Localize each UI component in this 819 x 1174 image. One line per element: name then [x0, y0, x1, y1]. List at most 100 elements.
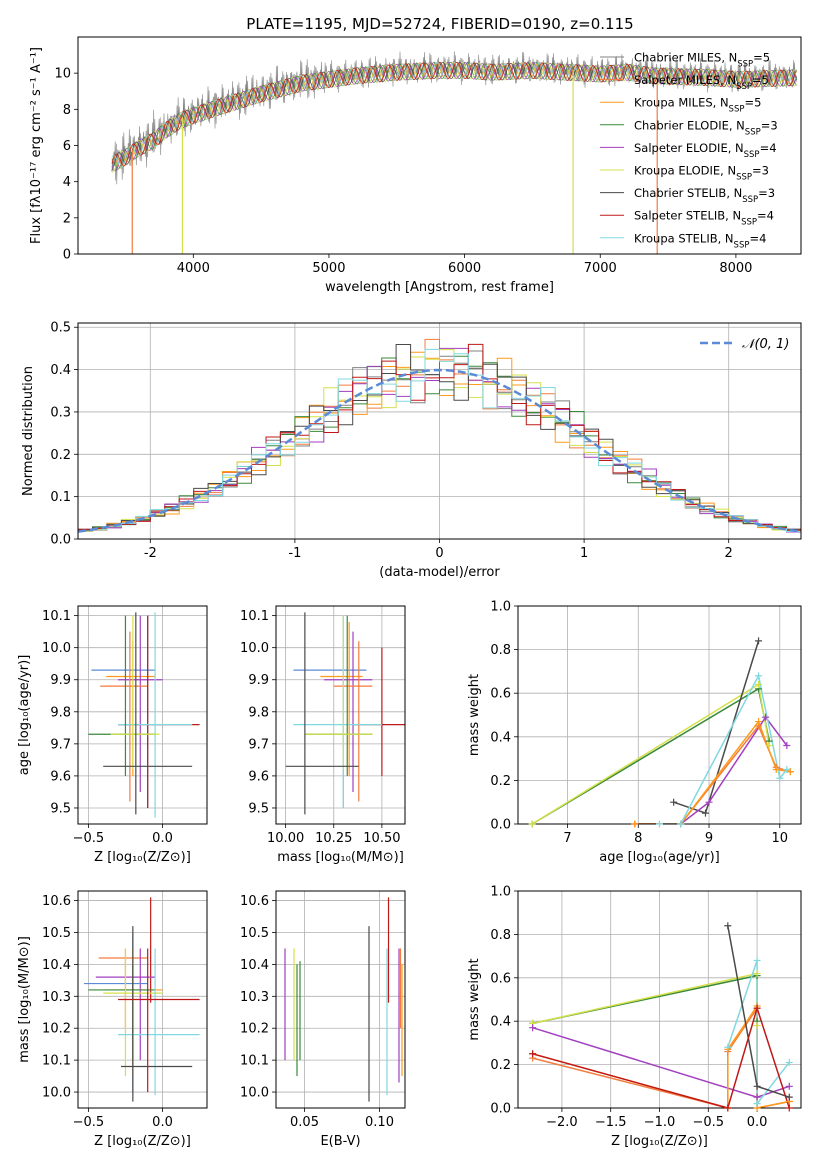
- mass_vs_ebv-axes: 0.05 0.10 10.0 10.1 10.2 10.3 10.4 10.5 10.6 E(B-…: [240, 890, 406, 1149]
- x-tick-label: 10.50: [363, 831, 400, 846]
- spectrum-axes: 4000 5000 6000 7000 8000 0 2 4 6 8 10 wavelength [A…: [29, 36, 802, 295]
- x-tick-label: 0.0: [152, 831, 173, 846]
- x-tick-label: 0.0: [152, 1115, 173, 1130]
- legend-subscript: SSP: [744, 150, 760, 160]
- spectrum-ylabel: Flux [fλ10⁻¹⁷ erg cm⁻² s⁻¹ A⁻¹]: [29, 47, 44, 244]
- x-tick-label: 0.10: [365, 1115, 394, 1130]
- y-tick-label: 0.6: [490, 971, 511, 986]
- y-tick-label: 9.5: [248, 801, 269, 816]
- weight-marker: [785, 1082, 793, 1090]
- x-tick-label: 0: [435, 546, 443, 561]
- weight-marker: [724, 922, 732, 930]
- residuals-plot-area: [78, 323, 801, 539]
- y-tick-label: 10.0: [240, 641, 269, 656]
- x-tick-label: 9: [705, 831, 713, 846]
- weight-marker: [785, 1104, 793, 1112]
- weight-marker: [701, 809, 709, 817]
- weight-series-line: [532, 1005, 791, 1108]
- y-tick-label: 9.8: [50, 705, 71, 720]
- weight-marker: [656, 820, 663, 828]
- y-tick-label: 2: [63, 211, 71, 226]
- x-tick-label: 6000: [448, 261, 481, 276]
- x-tick-label: -2: [144, 546, 157, 561]
- x-tick-label: −0.5: [73, 1115, 105, 1130]
- weight-marker: [786, 768, 794, 776]
- gaussian-reference-curve: [78, 368, 801, 533]
- residuals-ylabel: Normed distribution: [21, 366, 36, 496]
- spectrum-title: PLATE=1195, MJD=52724, FIBERID=0190, z=0…: [246, 15, 633, 33]
- y-tick-label: 0.4: [490, 1015, 511, 1030]
- weight-marker: [670, 798, 678, 806]
- weight_vs_age-axes: 7 8 9 10 0.0 0.2 0.4 0.6 0.8 1.0 age [log₁₀(age/yr…: [467, 600, 802, 865]
- spectrum-model-salpeter_stelib: [111, 61, 798, 167]
- y-tick-label: 10.6: [42, 894, 71, 909]
- weight-marker: [529, 1050, 537, 1058]
- age_vs_mass-xlabel: mass [log₁₀(M/M⊙)]: [277, 850, 404, 865]
- x-tick-label: −0.5: [73, 831, 105, 846]
- weight-marker: [705, 798, 713, 806]
- y-tick-label: 0.2: [490, 1058, 511, 1073]
- mass_vs_Z-plot-area: [78, 891, 207, 1108]
- legend-entry-label: Kroupa MILES, NSSP=5: [634, 96, 761, 115]
- legend-tail: =4: [760, 141, 777, 155]
- y-tick-label: 0.0: [50, 533, 71, 548]
- x-tick-label: 0.05: [290, 1115, 319, 1130]
- legend-tail: =4: [757, 209, 774, 223]
- legend-entry-label: Kroupa STELIB, NSSP=4: [634, 231, 766, 250]
- weight-marker: [631, 820, 639, 828]
- y-tick-label: 9.9: [248, 673, 269, 688]
- weight_vs_Z-axes: −2.0 −1.5 −1.0 −0.5 0.0 0.0 0.2 0.4 0.6 0.8 1.0 Z […: [467, 885, 802, 1149]
- y-tick-label: 10.1: [240, 609, 269, 624]
- y-tick-label: 0.4: [50, 363, 71, 378]
- y-tick-label: 0.2: [490, 774, 511, 789]
- spectrum-plot-area: [111, 51, 798, 254]
- legend-entry-label: Salpeter ELODIE, NSSP=4: [634, 141, 777, 160]
- weight-marker: [529, 1024, 537, 1032]
- residuals-xlabel: (data-model)/error: [379, 565, 500, 580]
- legend-tail: =5: [752, 73, 769, 87]
- mass_vs_Z-frame: [77, 890, 208, 1109]
- y-tick-label: 9.5: [50, 801, 71, 816]
- y-tick-label: 1.0: [490, 885, 511, 900]
- legend-subscript: SSP: [745, 127, 761, 137]
- age_vs_Z-frame: [77, 605, 208, 825]
- y-tick-label: 10.1: [240, 1054, 269, 1069]
- x-tick-label: 5000: [312, 261, 345, 276]
- spectrum-model-chabrier_stelib: [111, 61, 798, 172]
- x-tick-label: 7: [563, 831, 571, 846]
- legend-text: Salpeter ELODIE, N: [634, 141, 744, 155]
- weight-marker: [755, 637, 763, 645]
- legend-entry-label: Chabrier ELODIE, NSSP=3: [634, 118, 778, 137]
- residual-hist-kroupa_stelib: [78, 348, 801, 532]
- legend-tail: =5: [744, 96, 761, 110]
- weight_vs_age-xlabel: age [log₁₀(age/yr)]: [599, 850, 720, 865]
- x-tick-label: −2.0: [546, 1115, 578, 1130]
- legend-tail: =3: [761, 118, 778, 132]
- x-tick-label: 8000: [719, 261, 752, 276]
- legend-entry-label: Salpeter STELIB, NSSP=4: [634, 209, 774, 228]
- y-tick-label: 10.3: [42, 990, 71, 1005]
- age_vs_mass-axes: 10.00 10.25 10.50 9.5 9.6 9.7 9.8 9.9 10.0 10.1 ma…: [240, 605, 406, 865]
- mass_vs_ebv-frame: [275, 890, 406, 1109]
- legend-entry-label: Chabrier STELIB, NSSP=3: [634, 186, 775, 205]
- y-tick-label: 9.7: [248, 737, 269, 752]
- y-tick-label: 9.8: [248, 705, 269, 720]
- y-tick-label: 0.2: [50, 448, 71, 463]
- weight-marker: [528, 820, 536, 828]
- residual-hist-chabrier_stelib: [78, 344, 801, 531]
- y-tick-label: 0.8: [490, 928, 511, 943]
- weight-marker: [776, 774, 784, 782]
- x-tick-label: 10: [772, 831, 789, 846]
- weight-marker: [753, 1022, 761, 1030]
- spectrum-model-kroupa_miles: [111, 61, 798, 169]
- x-tick-label: −0.5: [693, 1115, 725, 1130]
- weight-marker: [772, 766, 780, 773]
- mass_vs_Z-xlabel: Z [log₁₀(Z/Z⊙)]: [94, 1134, 191, 1149]
- spectrum-frame: [77, 36, 802, 255]
- age_vs_Z-xlabel: Z [log₁₀(Z/Z⊙)]: [94, 850, 191, 865]
- y-tick-label: 10.6: [240, 894, 269, 909]
- legend-subscript: SSP: [736, 82, 752, 92]
- spectrum-xlabel: wavelength [Angstrom, rest frame]: [325, 280, 554, 295]
